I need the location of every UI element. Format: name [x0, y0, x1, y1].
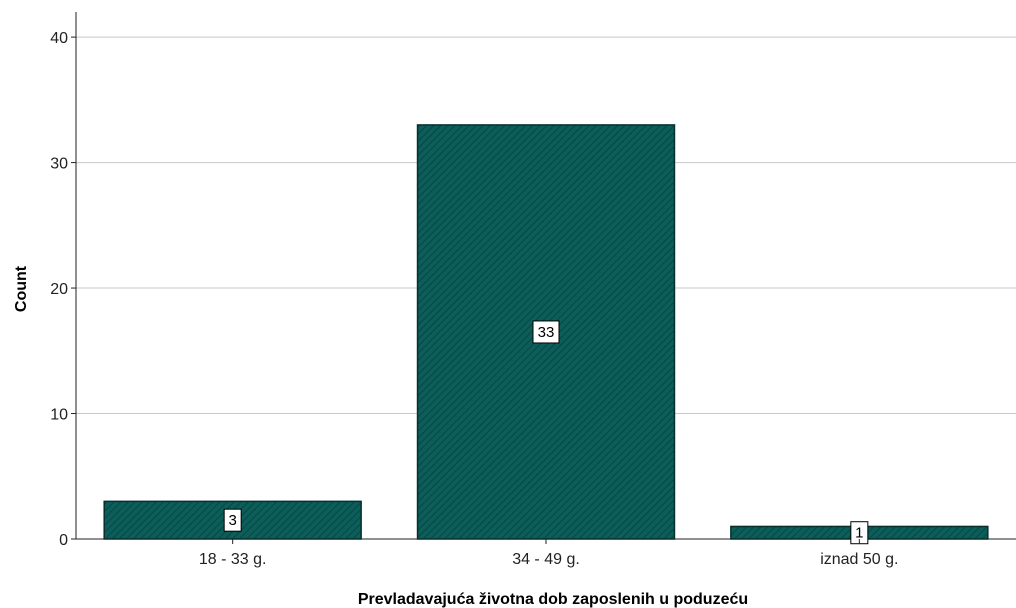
data-label-box: [223, 508, 242, 532]
y-axis-title: Count: [13, 265, 30, 312]
y-tick-label: 30: [50, 156, 68, 173]
x-tick-labels: 18 - 33 g. 34 - 49 g. iznad 50 g.: [199, 539, 898, 568]
x-axis-title: Prevladavajuća životna dob zaposlenih u …: [358, 591, 748, 608]
x-tick-label: iznad 50 g.: [820, 551, 898, 568]
y-tick-labels: 0 10 20 30 40: [50, 30, 68, 549]
y-tick-label: 20: [50, 281, 68, 298]
data-label: 33: [538, 324, 555, 341]
data-label: 1: [855, 525, 863, 542]
data-label: 3: [228, 512, 236, 529]
data-label-box: [532, 320, 560, 344]
y-tick-label: 0: [59, 532, 68, 549]
y-tick-label: 10: [50, 407, 68, 424]
x-tick-label: 34 - 49 g.: [512, 551, 580, 568]
x-tick-label: 18 - 33 g.: [199, 551, 267, 568]
y-tick-label: 40: [50, 30, 68, 47]
